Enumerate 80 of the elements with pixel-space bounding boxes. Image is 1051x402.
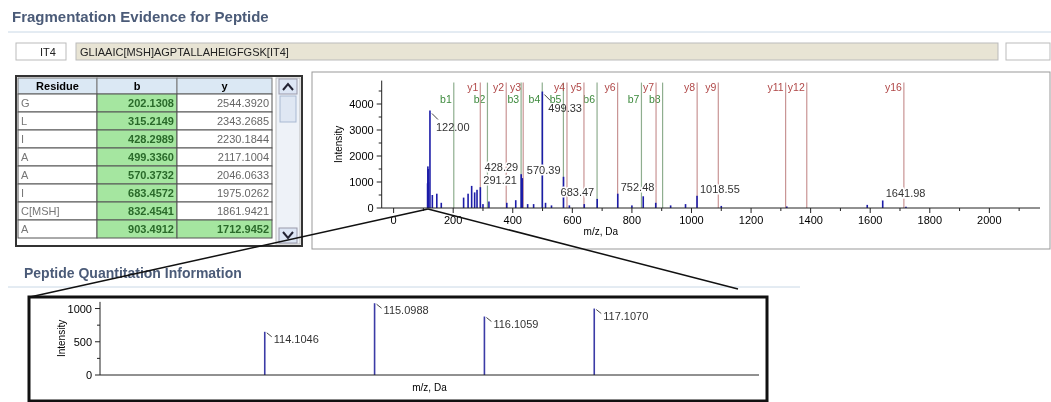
annotation: 291.21 — [483, 174, 518, 187]
y-tick-label: 0 — [367, 202, 374, 214]
y-tick-label: 0 — [85, 369, 92, 381]
x-tick-label: 400 — [503, 214, 522, 226]
y-tick-label: 3000 — [349, 124, 374, 136]
x-tick-label: 800 — [622, 214, 642, 226]
ref-line-label: b3 — [507, 92, 520, 105]
text: b — [133, 80, 141, 92]
annotation: 122.00 — [435, 120, 470, 133]
annotation: 115.0988 — [383, 304, 429, 317]
ref-line-label: y5 — [570, 80, 583, 93]
text: 2117.1004 — [217, 151, 269, 163]
x-axis-title: m/z, Da — [412, 382, 448, 393]
text: 428.2989 — [128, 133, 174, 145]
annotation: 114.1046 — [273, 332, 319, 345]
text: 570.3732 — [128, 169, 174, 181]
y-axis-title: Intensity — [56, 319, 67, 358]
x-tick-label: 200 — [444, 214, 463, 226]
text: 1975.0262 — [217, 187, 269, 199]
ref-line-label: b1 — [440, 92, 452, 105]
annotation: 116.1059 — [493, 317, 539, 330]
y-tick-label: 1000 — [67, 302, 92, 315]
x-tick-label: 600 — [563, 214, 582, 226]
text: A — [21, 169, 29, 181]
text: I — [21, 133, 25, 145]
text: 315.2149 — [128, 115, 174, 127]
text: A — [21, 223, 29, 235]
y-tick-label: 2000 — [349, 150, 374, 162]
annotation: 117.1070 — [603, 309, 649, 322]
ref-line-label: b7 — [627, 92, 640, 105]
annotation: 1641.98 — [885, 187, 926, 200]
y-axis-title: Intensity — [332, 125, 344, 163]
x-tick-label: 1800 — [917, 214, 943, 226]
text: GLIAAIC[MSH]AGPTALLAHEIGFGSK[IT4] — [80, 46, 289, 58]
x-tick-label: 2000 — [977, 214, 1002, 226]
ref-line-label: y8 — [684, 80, 696, 93]
ref-line-label: y9 — [705, 80, 717, 93]
text: 832.4541 — [128, 205, 174, 217]
y-tick-label: 4000 — [349, 98, 374, 110]
ref-line-label: b2 — [473, 92, 486, 105]
ref-line-label: b8 — [648, 92, 661, 105]
annotation: 428.29 — [484, 161, 519, 174]
text: G — [21, 97, 30, 109]
text: 2046.0633 — [217, 169, 269, 181]
ref-line-label: y12 — [787, 80, 805, 93]
text: y — [221, 80, 229, 92]
text: IT4 — [40, 46, 56, 58]
text: Fragmentation Evidence for Peptide — [12, 8, 269, 25]
text: L — [21, 115, 28, 127]
text: 2343.2685 — [217, 115, 269, 127]
ref-line-label: b6 — [583, 92, 596, 105]
text: 1712.9452 — [217, 223, 269, 235]
x-tick-label: 1000 — [679, 214, 704, 226]
x-tick-label: 1600 — [857, 214, 883, 226]
text: 499.3360 — [128, 151, 174, 163]
x-tick-label: 1200 — [738, 214, 764, 226]
x-tick-label: 1400 — [798, 214, 823, 226]
ref-line-label: y2 — [493, 80, 505, 93]
ref-line-label: y1 — [467, 80, 479, 93]
ref-line-label: y7 — [642, 80, 655, 93]
text: 683.4572 — [128, 187, 174, 199]
ref-line-label: y11 — [767, 80, 784, 93]
text: 202.1308 — [128, 97, 174, 109]
text: A — [21, 151, 29, 163]
ref-line-label: y16 — [884, 80, 903, 93]
text: 903.4912 — [128, 223, 174, 235]
ref-line-label: b4 — [528, 92, 541, 105]
text: 2544.3920 — [217, 97, 269, 109]
ref-line-label: y3 — [510, 80, 522, 93]
ref-line-label: y6 — [604, 80, 616, 93]
text: Residue — [36, 80, 79, 92]
annotation: 752.48 — [620, 180, 655, 193]
annotation: 1018.55 — [700, 182, 740, 195]
text: 1861.9421 — [217, 205, 269, 217]
x-axis-title: m/z, Da — [583, 226, 619, 237]
text: C[MSH] — [21, 205, 60, 217]
y-tick-label: 500 — [73, 335, 92, 348]
text: I — [21, 187, 25, 199]
text: 2230.1844 — [217, 133, 269, 145]
y-tick-label: 1000 — [349, 176, 374, 188]
